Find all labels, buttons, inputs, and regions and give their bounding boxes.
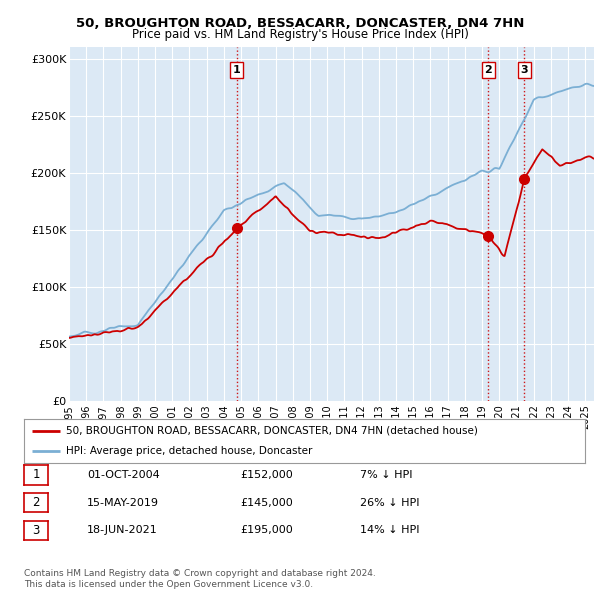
Text: 15-MAY-2019: 15-MAY-2019 (87, 498, 159, 507)
Text: 26% ↓ HPI: 26% ↓ HPI (360, 498, 419, 507)
Text: 2: 2 (32, 496, 40, 509)
Text: 1: 1 (32, 468, 40, 481)
Text: Contains HM Land Registry data © Crown copyright and database right 2024.
This d: Contains HM Land Registry data © Crown c… (24, 569, 376, 589)
Text: Price paid vs. HM Land Registry's House Price Index (HPI): Price paid vs. HM Land Registry's House … (131, 28, 469, 41)
Text: £145,000: £145,000 (240, 498, 293, 507)
Text: £195,000: £195,000 (240, 526, 293, 535)
Text: 50, BROUGHTON ROAD, BESSACARR, DONCASTER, DN4 7HN: 50, BROUGHTON ROAD, BESSACARR, DONCASTER… (76, 17, 524, 30)
Text: 18-JUN-2021: 18-JUN-2021 (87, 526, 158, 535)
Text: 1: 1 (233, 65, 241, 75)
Text: 3: 3 (32, 524, 40, 537)
Text: 2: 2 (485, 65, 493, 75)
Text: 14% ↓ HPI: 14% ↓ HPI (360, 526, 419, 535)
Text: £152,000: £152,000 (240, 470, 293, 480)
Text: HPI: Average price, detached house, Doncaster: HPI: Average price, detached house, Donc… (66, 446, 313, 456)
Text: 7% ↓ HPI: 7% ↓ HPI (360, 470, 413, 480)
Text: 50, BROUGHTON ROAD, BESSACARR, DONCASTER, DN4 7HN (detached house): 50, BROUGHTON ROAD, BESSACARR, DONCASTER… (66, 426, 478, 436)
Text: 3: 3 (521, 65, 528, 75)
Text: 01-OCT-2004: 01-OCT-2004 (87, 470, 160, 480)
